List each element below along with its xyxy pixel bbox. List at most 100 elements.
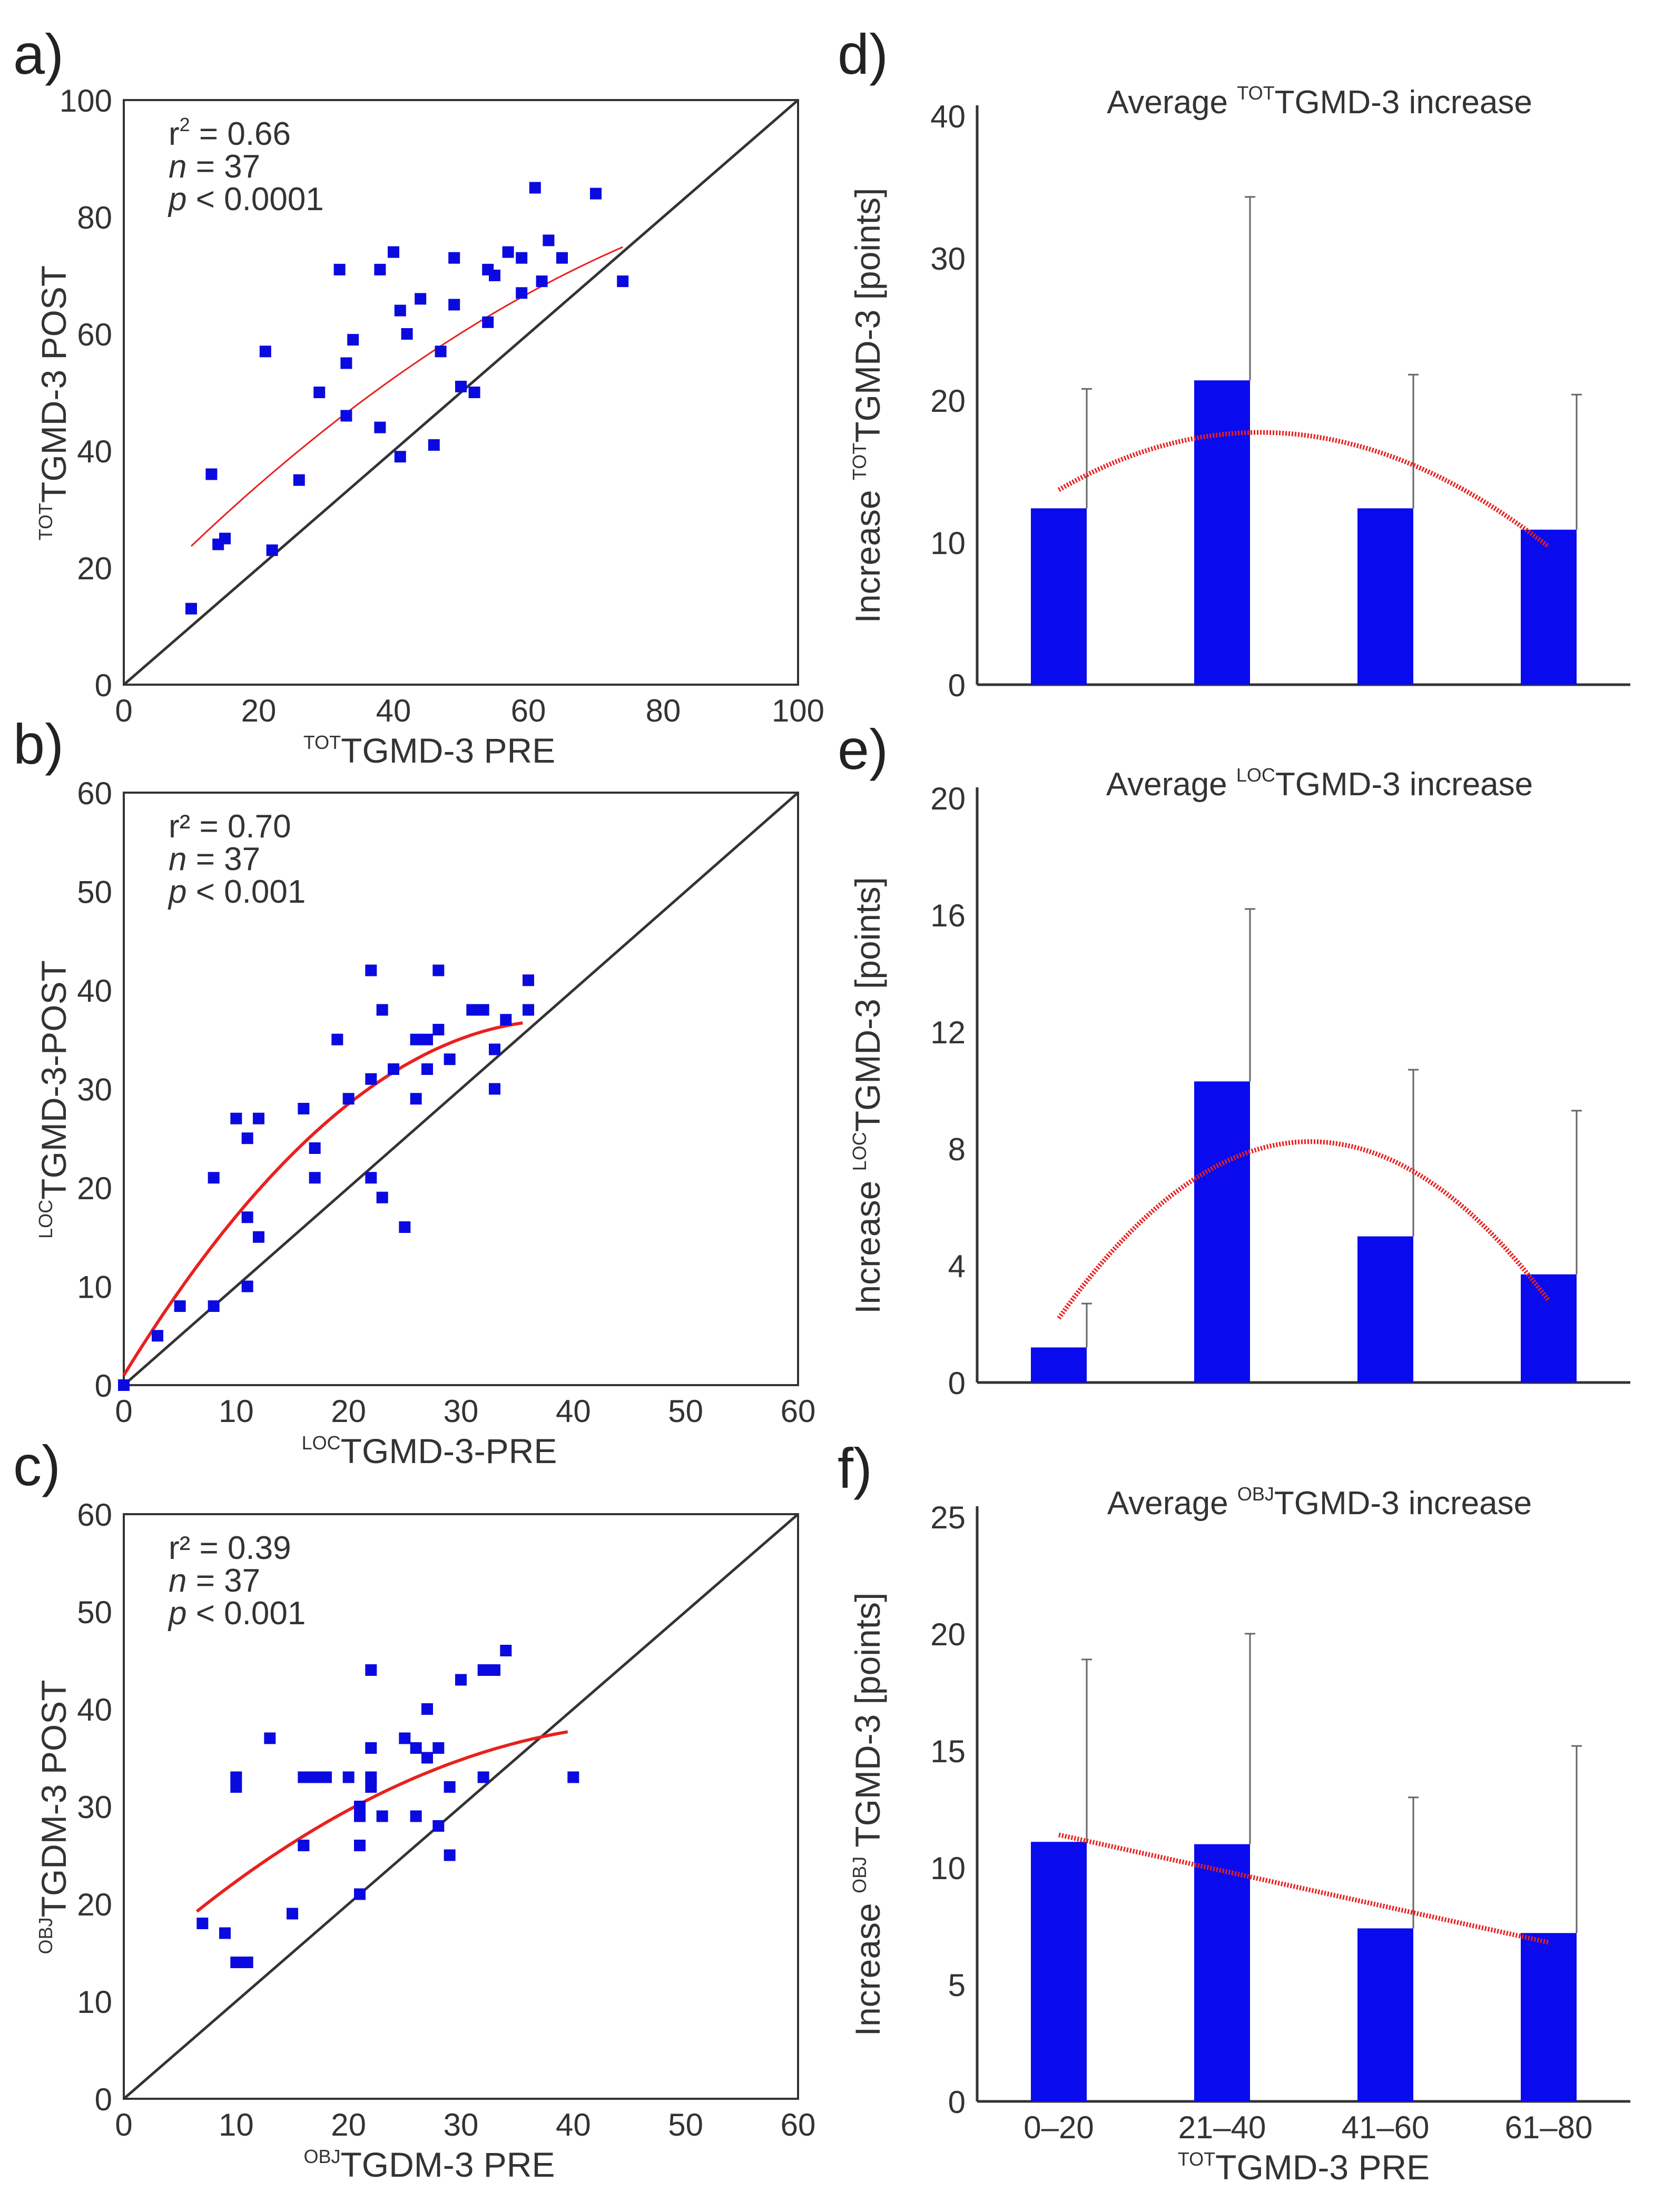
data-point — [543, 234, 555, 246]
data-point — [208, 1300, 220, 1312]
data-point — [435, 345, 447, 358]
data-point — [410, 1093, 422, 1105]
x-tick-label: 60 — [781, 1394, 816, 1429]
data-point — [432, 964, 445, 976]
x-tick-label: 0–20 — [1024, 2110, 1094, 2145]
x-tick-label: 40 — [376, 693, 411, 728]
data-point — [152, 1330, 163, 1342]
data-point — [432, 1742, 445, 1754]
y-tick-label: 5 — [948, 1968, 966, 2003]
data-point — [448, 299, 460, 311]
bar — [1194, 1844, 1250, 2101]
data-point — [376, 1004, 388, 1016]
data-point — [500, 1645, 512, 1656]
data-point — [342, 1771, 355, 1783]
panel-e: e) 0 4 8 12 16 20 Average LOCTGMD-3 increase Inc… — [838, 717, 1630, 1401]
data-point — [340, 410, 352, 422]
y-tick-label: 0 — [95, 2082, 112, 2117]
identity-line — [123, 1513, 799, 2100]
x-tick-label: 21–40 — [1178, 2110, 1266, 2145]
data-point — [347, 334, 359, 346]
data-point — [365, 1742, 377, 1754]
x-tick-label: 10 — [219, 2107, 254, 2142]
data-point — [253, 1112, 264, 1124]
data-point — [448, 252, 460, 264]
data-point — [556, 252, 568, 264]
data-point — [118, 1379, 130, 1391]
panel-d: d) 0 10 20 30 40 Average TOTTGMD-3 increase Inc… — [838, 22, 1630, 703]
data-point — [523, 1004, 534, 1016]
data-point — [536, 275, 548, 288]
bar — [1521, 529, 1577, 685]
chart-title: Average OBJTGMD-3 increase — [1107, 1483, 1532, 1522]
data-point — [428, 439, 440, 451]
y-tick-label: 15 — [930, 1734, 966, 1769]
y-tick-label: 4 — [948, 1249, 966, 1284]
data-point — [444, 1849, 456, 1861]
data-point — [340, 357, 352, 369]
trend-line — [1057, 1139, 1551, 1320]
x-tick-label: 60 — [781, 2107, 816, 2142]
x-tick-label: 50 — [668, 2107, 703, 2142]
y-tick-label: 20 — [77, 1171, 112, 1206]
stat-r2: r² = 0.39 — [169, 1530, 291, 1566]
data-point — [489, 1664, 500, 1676]
data-point — [219, 532, 231, 545]
data-point — [410, 1742, 422, 1754]
x-tick-label: 61–80 — [1505, 2110, 1593, 2145]
data-point — [208, 1172, 220, 1184]
data-point — [394, 304, 406, 317]
panel-c: c) 0 10 20 30 40 50 60 0 10 20 30 40 50 60 OBJTGDM-3 PR… — [13, 1434, 815, 2184]
data-point — [365, 964, 377, 976]
data-point — [354, 1840, 366, 1851]
data-point — [516, 287, 528, 299]
y-axis-label: Increase TOTTGMD-3 [points] — [848, 188, 887, 624]
data-point — [516, 252, 528, 264]
y-tick-label: 8 — [948, 1132, 966, 1167]
data-point — [365, 1664, 377, 1676]
y-tick-label: 40 — [77, 434, 112, 469]
data-point — [298, 1103, 310, 1114]
x-axis-label: TOTTGMD-3 PRE — [303, 731, 555, 770]
x-tick-label: 0 — [115, 1394, 132, 1429]
trend-line — [1057, 430, 1550, 549]
data-point — [489, 1083, 500, 1095]
y-tick-label: 40 — [77, 1692, 112, 1727]
bar — [1521, 1274, 1577, 1382]
x-axis-label: LOCTGMD-3-PRE — [302, 1431, 557, 1470]
y-axis-label: TOTTGMD-3 POST — [34, 265, 73, 540]
data-point — [333, 263, 346, 275]
y-tick-label: 30 — [77, 1790, 112, 1825]
y-tick-label: 20 — [77, 1887, 112, 1922]
bar — [1031, 508, 1087, 685]
data-point — [444, 1053, 456, 1065]
x-tick-label: 100 — [772, 693, 824, 728]
x-tick-label: 40 — [556, 1394, 591, 1429]
plot-frame — [123, 792, 799, 1386]
data-point — [421, 1033, 433, 1045]
bar — [1194, 380, 1250, 685]
fit-curve — [122, 1021, 523, 1376]
data-point — [259, 345, 271, 358]
data-point — [482, 316, 494, 328]
data-point — [309, 1142, 321, 1154]
y-tick-label: 50 — [77, 875, 112, 910]
y-tick-label: 0 — [95, 668, 112, 703]
panel-label: c) — [13, 1434, 61, 1497]
data-point — [365, 1771, 377, 1783]
data-point — [466, 1004, 478, 1016]
data-point — [421, 1752, 433, 1764]
data-point — [230, 1112, 242, 1124]
data-point — [313, 387, 326, 398]
data-point — [230, 1771, 242, 1783]
data-point — [331, 1033, 343, 1045]
x-tick-label: 20 — [331, 1394, 366, 1429]
bar — [1521, 1933, 1577, 2101]
y-tick-label: 0 — [948, 2085, 966, 2120]
bar — [1357, 1928, 1413, 2101]
data-point — [410, 1810, 422, 1822]
x-axis-label: OBJTGDM-3 PRE — [303, 2145, 555, 2184]
y-tick-label: 30 — [77, 1072, 112, 1108]
x-tick-label: 80 — [646, 693, 681, 728]
y-tick-label: 20 — [930, 1617, 966, 1652]
